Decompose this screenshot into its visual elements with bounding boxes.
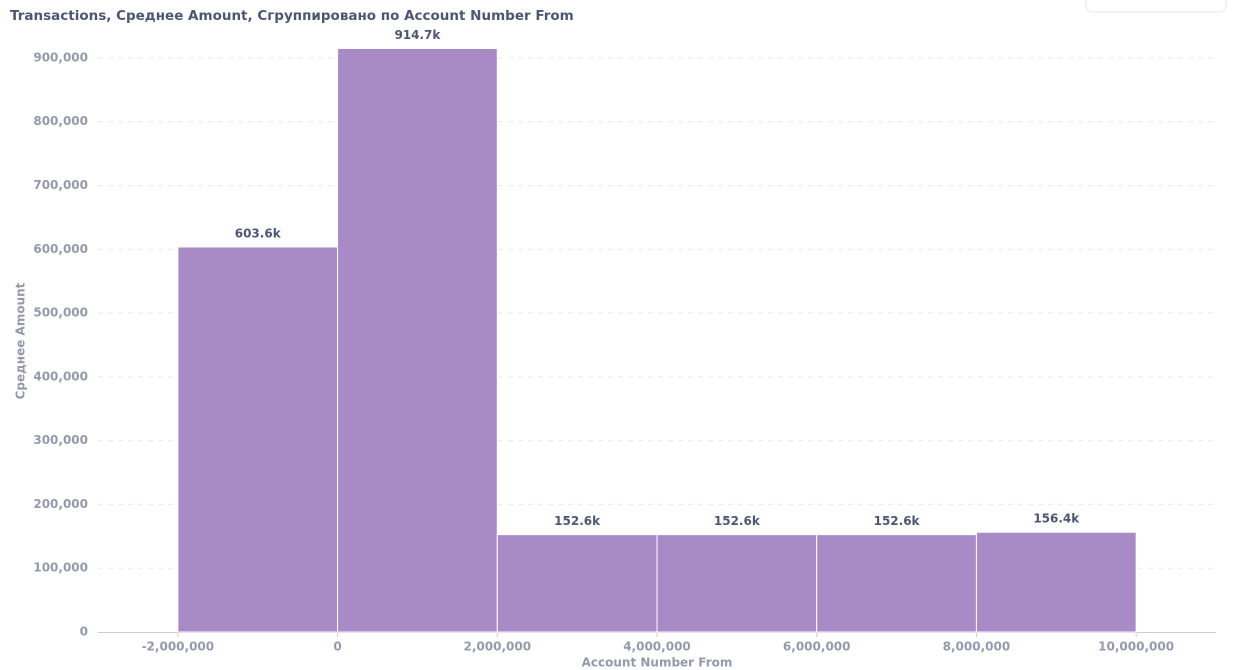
value-label: 603.6k [235,226,282,240]
toolbar[interactable] [1085,0,1227,13]
x-tick-label: 2,000,000 [463,640,531,654]
y-tick-label: 500,000 [33,306,88,320]
x-axis-label: Account Number From [582,656,733,670]
value-label: 914.7k [394,28,441,42]
value-label: 152.6k [714,514,761,528]
x-tick-label: 6,000,000 [783,640,851,654]
y-tick-label: 100,000 [33,561,88,575]
bar [496,534,658,633]
bar [816,534,977,633]
bar [975,531,1137,633]
y-tick-label: 400,000 [33,369,88,383]
y-tick-label: 900,000 [33,50,88,64]
y-tick-label: 700,000 [33,178,88,192]
bar [337,48,498,633]
chart-title: Transactions, Среднее Amount, Сгруппиров… [10,8,574,24]
bar [656,534,818,633]
y-tick-label: 300,000 [33,433,88,447]
value-label: 152.6k [554,514,601,528]
y-tick-label: 200,000 [33,497,88,511]
x-tick-label: 8,000,000 [943,640,1011,654]
value-label: 152.6k [874,514,921,528]
value-label: 156.4k [1033,512,1080,526]
y-tick-label: 800,000 [33,114,88,128]
x-tick-label: 4,000,000 [623,640,691,654]
y-tick-label: 600,000 [33,242,88,256]
x-tick-label: 0 [333,640,341,654]
x-tick-label: -2,000,000 [142,640,215,654]
y-tick-label: 0 [80,625,88,639]
y-axis-label: Среднее Amount [14,282,28,399]
x-tick-label: 10,000,000 [1098,640,1174,654]
bar [177,246,339,633]
